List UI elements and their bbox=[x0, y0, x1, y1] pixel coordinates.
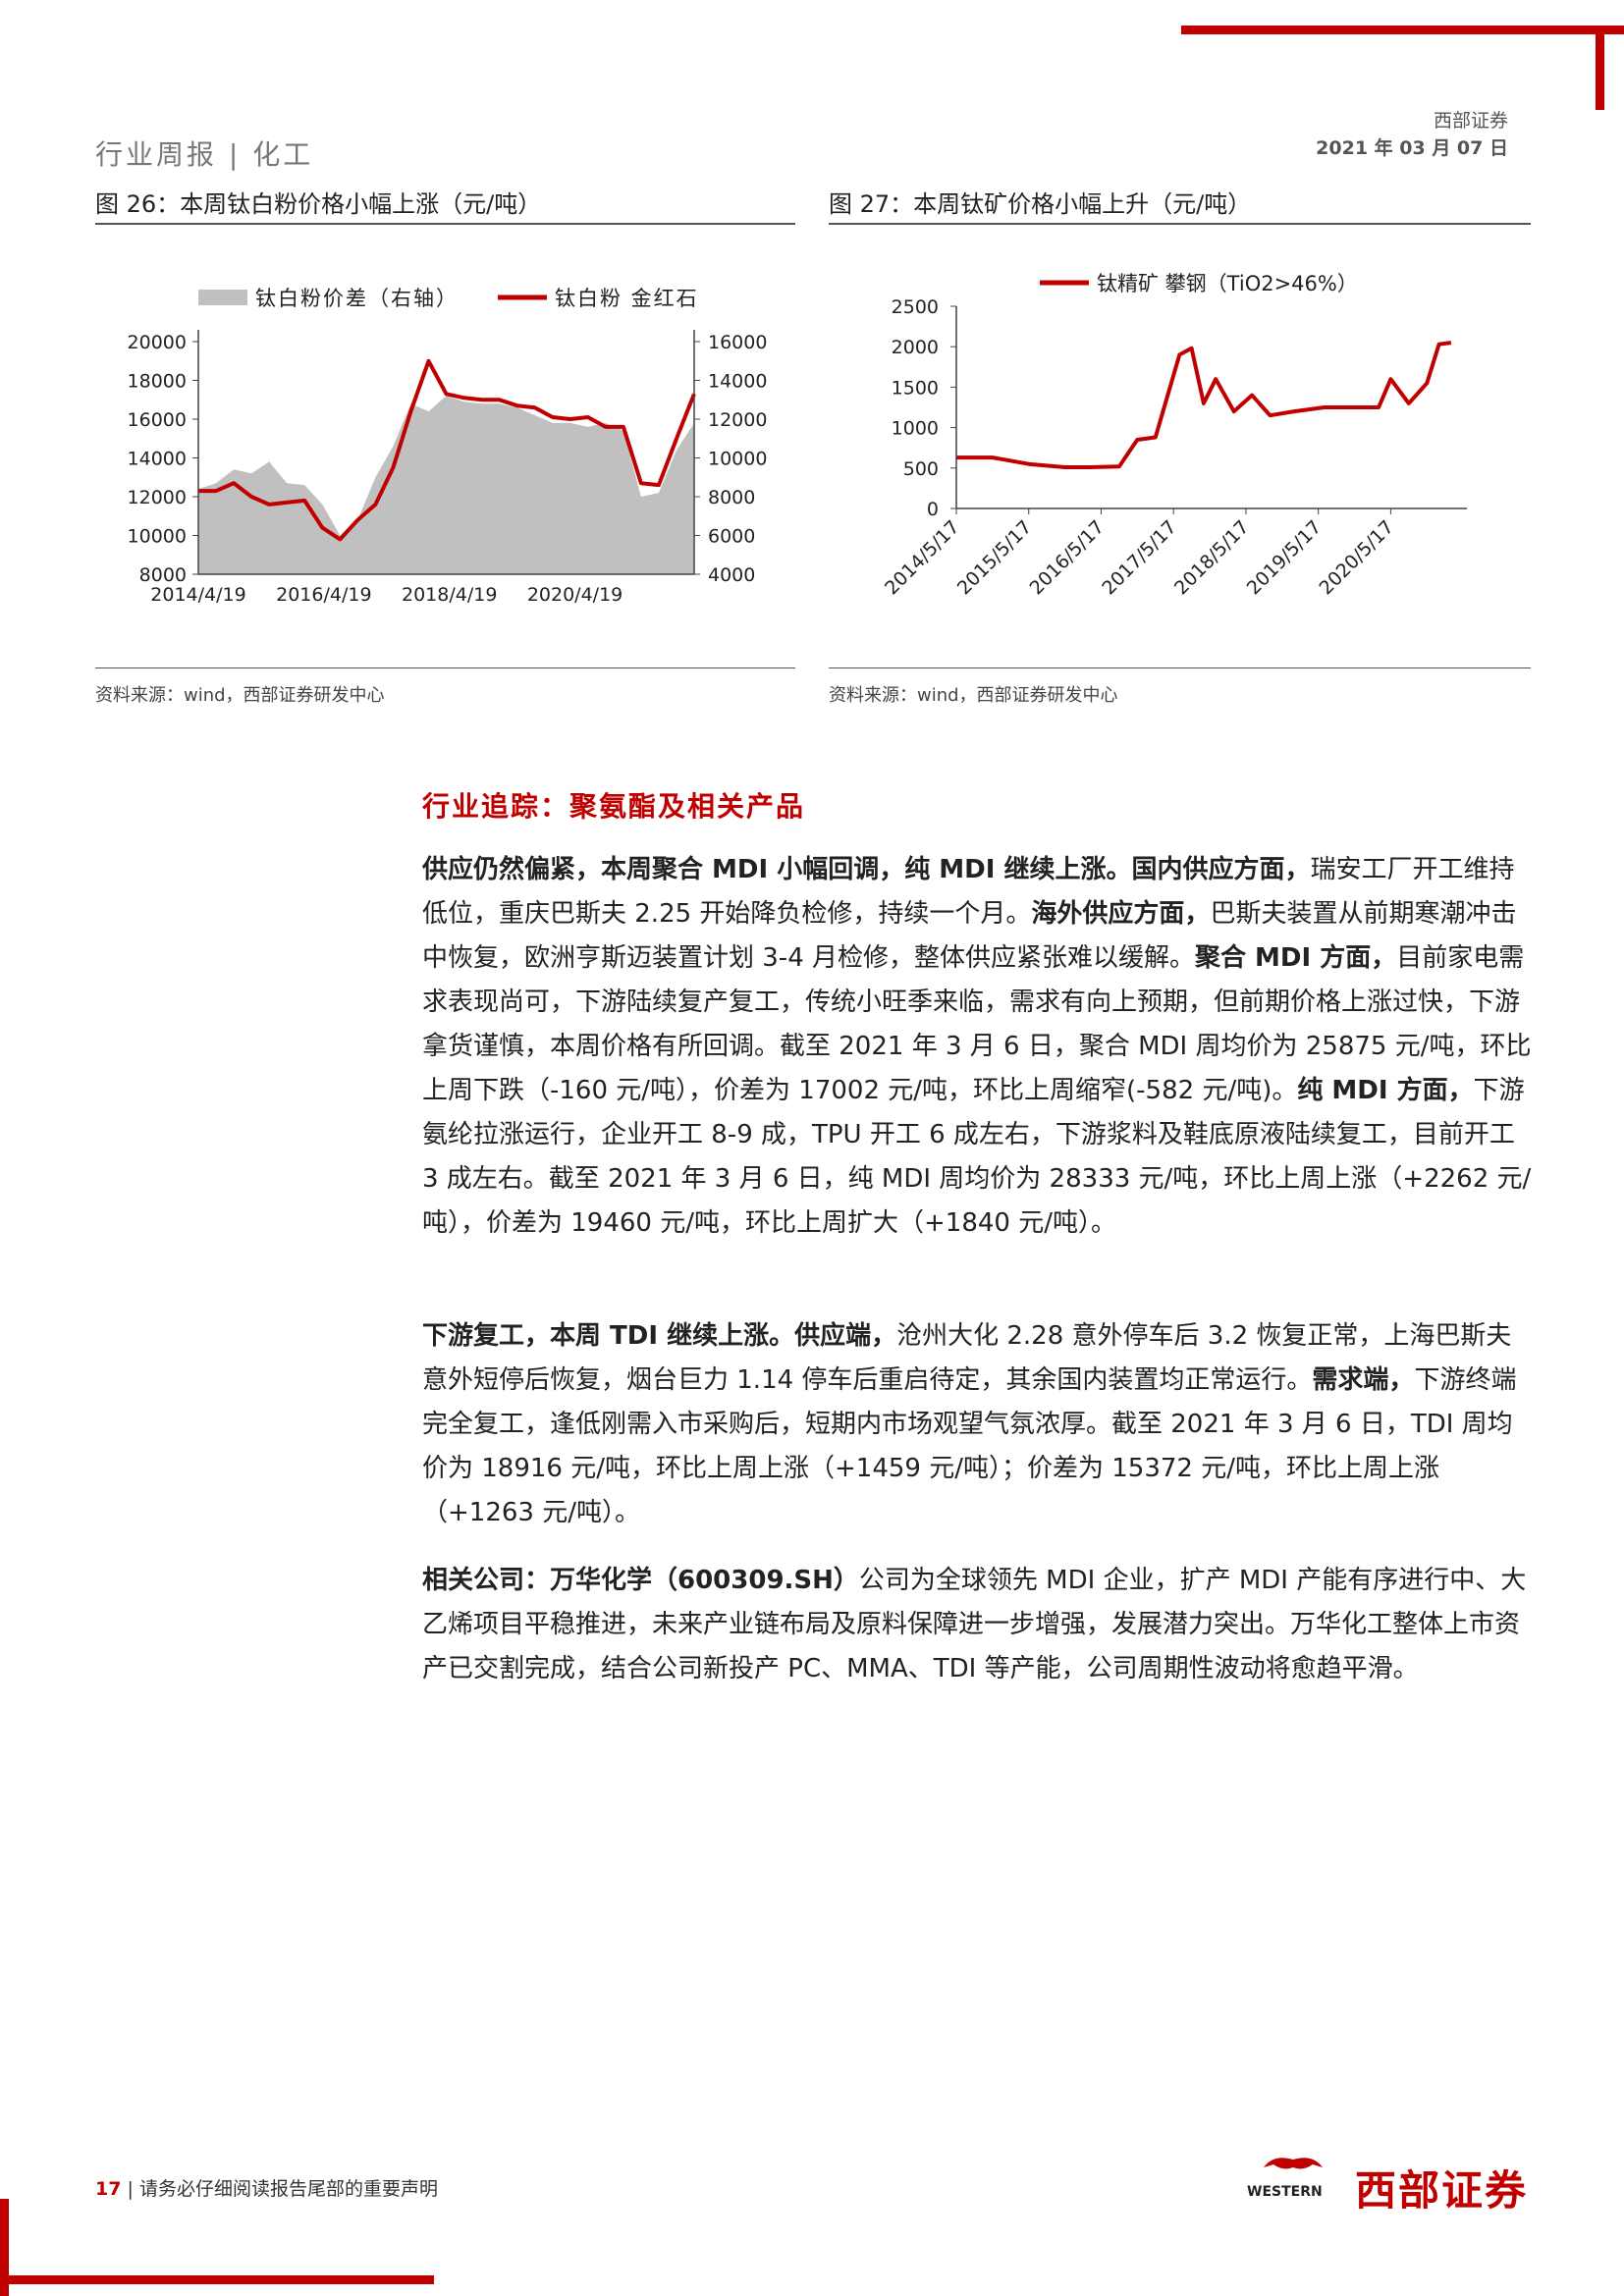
bold-lead-text: 供应仍然偏紧，本周聚合 MDI 小幅回调，纯 MDI 继续上涨。国内供应方面， bbox=[422, 855, 1311, 884]
body-text: 巴斯夫装置从前期寒潮冲击中恢复，欧洲亨斯迈装置计划 3-4 月检修，整体供应紧张… bbox=[422, 899, 1517, 973]
bull-logo-icon bbox=[1264, 2158, 1323, 2169]
x-tick-label: 2018/4/19 bbox=[402, 584, 497, 606]
bold-lead-text: 聚合 MDI 方面， bbox=[1195, 943, 1397, 973]
y-tick-label: 500 bbox=[903, 458, 939, 480]
footer: 17 | 请务必仔细阅读报告尾部的重要声明 bbox=[95, 2174, 438, 2201]
figure-27-source: 资料来源：wind，西部证券研发中心 bbox=[829, 685, 1118, 706]
paragraph-mdi: 供应仍然偏紧，本周聚合 MDI 小幅回调，纯 MDI 继续上涨。国内供应方面，瑞… bbox=[422, 848, 1532, 1246]
body-text: 公司为全球领先 MDI 企业，扩产 MDI 产能有序进行中、大乙烯项目平稳推进，… bbox=[422, 1566, 1527, 1683]
legend-label-line: 钛白粉 金红石 bbox=[555, 287, 699, 310]
y-tick-label: 2000 bbox=[892, 337, 939, 358]
x-tick-label: 2020/5/17 bbox=[1316, 516, 1398, 599]
x-tick-label: 2018/5/17 bbox=[1170, 516, 1253, 599]
left-tick-label: 16000 bbox=[128, 409, 187, 431]
section-title: 行业追踪：聚氨酯及相关产品 bbox=[422, 790, 806, 823]
bold-lead-text: 相关公司：万华化学（600309.SH） bbox=[422, 1566, 859, 1595]
x-tick-label: 2016/4/19 bbox=[276, 584, 371, 606]
logo-english: WESTERN bbox=[1247, 2184, 1323, 2200]
right-tick-label: 12000 bbox=[708, 409, 767, 431]
left-tick-label: 14000 bbox=[128, 449, 187, 470]
y-tick-label: 1500 bbox=[892, 377, 939, 399]
body-text: 目前家电需求表现尚可，下游陆续复产复工，传统小旺季来临，需求有向上预期，但前期价… bbox=[422, 943, 1532, 1105]
chart-titanium-ore: 250020001500100050002014/5/172015/5/1720… bbox=[881, 272, 1467, 599]
header-company: 西部证券 bbox=[1433, 110, 1508, 132]
x-tick-label: 2014/4/19 bbox=[150, 584, 245, 606]
x-tick-label: 2015/5/17 bbox=[953, 516, 1036, 599]
x-tick-label: 2017/5/17 bbox=[1098, 516, 1180, 599]
footer-divider: | bbox=[127, 2178, 139, 2200]
figure-26-title: 图 26：本周钛白粉价格小幅上涨（元/吨） bbox=[95, 190, 542, 218]
figure-26-top-rule bbox=[95, 223, 795, 225]
report-date: 2021 年 03 月 07 日 bbox=[1316, 137, 1508, 159]
x-tick-label: 2019/5/17 bbox=[1243, 516, 1326, 599]
page-number: 17 bbox=[95, 2178, 122, 2200]
right-tick-label: 8000 bbox=[708, 487, 755, 508]
chart-titanium-dioxide: 20000 18000 16000 14000 12000 10000 8000 16000 1… bbox=[128, 287, 768, 606]
body-text: 瑞安工厂开工维持低位，重庆巴斯夫 2.25 开始降负检修，持续一个月。 bbox=[422, 855, 1515, 929]
right-tick-label: 6000 bbox=[708, 526, 755, 548]
body-text: 沧州大化 2.28 意外停车后 3.2 恢复正常，上海巴斯夫意外短停后恢复，烟台… bbox=[422, 1321, 1512, 1395]
left-tick-label: 12000 bbox=[128, 487, 187, 508]
legend-label-line: 钛精矿 攀钢（TiO2>46%） bbox=[1097, 272, 1358, 295]
y-tick-label: 1000 bbox=[892, 418, 939, 440]
figure-27-top-rule bbox=[829, 223, 1531, 225]
figure-27-title: 图 27：本周钛矿价格小幅上升（元/吨） bbox=[829, 190, 1252, 218]
footer-disclaimer: 请务必仔细阅读报告尾部的重要声明 bbox=[138, 2178, 438, 2200]
right-tick-label: 14000 bbox=[708, 371, 767, 393]
left-tick-label: 20000 bbox=[128, 332, 187, 353]
area-series-spread bbox=[198, 396, 694, 574]
bottom-red-rule-vertical bbox=[0, 2199, 9, 2296]
left-tick-label: 8000 bbox=[139, 564, 187, 586]
left-tick-label: 18000 bbox=[128, 371, 187, 393]
left-tick-label: 10000 bbox=[128, 526, 187, 548]
x-tick-label: 2016/5/17 bbox=[1026, 516, 1109, 599]
top-red-rule-vertical bbox=[1596, 26, 1604, 110]
bold-lead-text: 纯 MDI 方面， bbox=[1297, 1076, 1474, 1105]
x-tick-label: 2020/4/19 bbox=[527, 584, 623, 606]
line-series-ilmenite bbox=[956, 341, 1452, 469]
right-tick-label: 10000 bbox=[708, 449, 767, 470]
right-tick-label: 16000 bbox=[708, 332, 767, 353]
top-red-rule bbox=[1181, 26, 1624, 34]
bold-lead-text: 海外供应方面， bbox=[1031, 899, 1211, 929]
y-tick-label: 2500 bbox=[892, 296, 939, 318]
bold-lead-text: 下游复工，本周 TDI 继续上涨。供应端， bbox=[422, 1321, 897, 1351]
paragraph-tdi: 下游复工，本周 TDI 继续上涨。供应端，沧州大化 2.28 意外停车后 3.2… bbox=[422, 1314, 1532, 1535]
y-tick-label: 0 bbox=[927, 499, 939, 520]
x-tick-label: 2014/5/17 bbox=[881, 516, 963, 599]
figure-27-bottom-rule bbox=[829, 667, 1531, 668]
report-category: 行业周报 | 化工 bbox=[95, 138, 314, 171]
body-text: 下游终端完全复工，逢低刚需入市采购后，短期内市场观望气氛浓厚。截至 2021 年… bbox=[422, 1365, 1517, 1527]
paragraph-company: 相关公司：万华化学（600309.SH）公司为全球领先 MDI 企业，扩产 MD… bbox=[422, 1559, 1532, 1691]
right-tick-label: 4000 bbox=[708, 564, 755, 586]
legend-swatch-area bbox=[198, 290, 247, 305]
bold-lead-text: 需求端， bbox=[1312, 1365, 1415, 1395]
bottom-red-rule bbox=[0, 2275, 434, 2284]
legend-label-area: 钛白粉价差（右轴） bbox=[255, 287, 459, 310]
logo-chinese: 西部证券 bbox=[1355, 2166, 1529, 2215]
figure-26-bottom-rule bbox=[95, 667, 795, 668]
figure-26-source: 资料来源：wind，西部证券研发中心 bbox=[95, 685, 385, 706]
line-series-rutile bbox=[198, 358, 696, 542]
body-text: 下游氨纶拉涨运行，企业开工 8-9 成，TPU 开工 6 成左右，下游浆料及鞋底… bbox=[422, 1076, 1532, 1238]
